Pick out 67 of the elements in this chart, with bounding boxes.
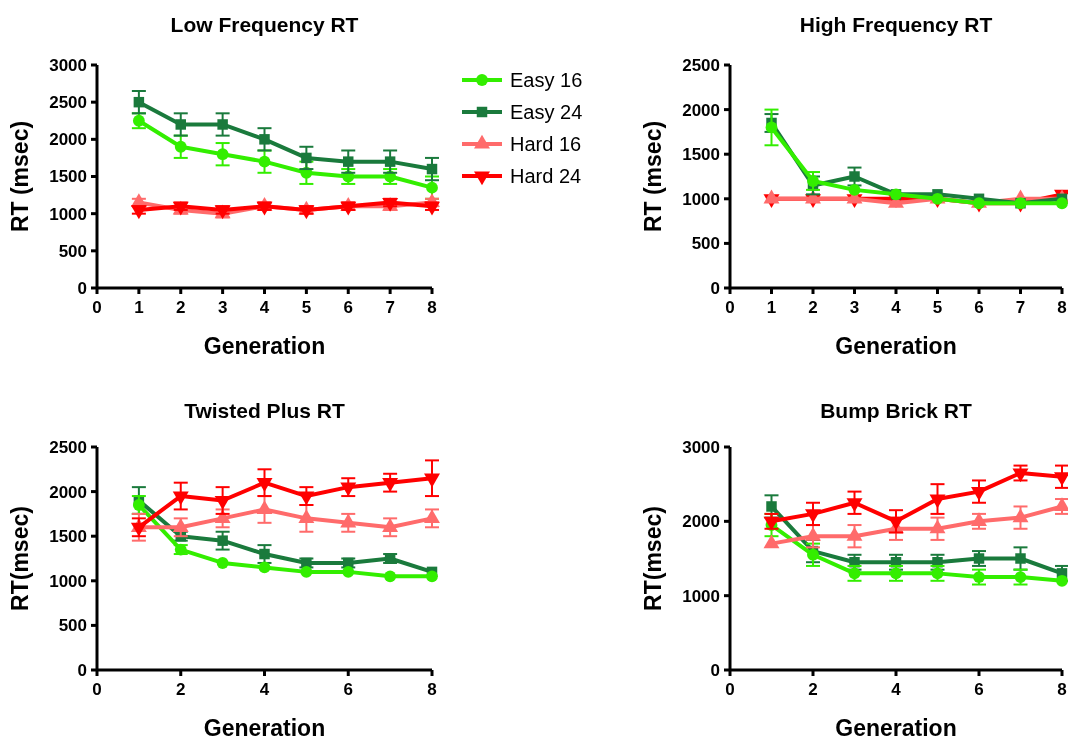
x-tick-label: 0 xyxy=(725,680,735,699)
x-tick-label: 8 xyxy=(427,298,437,317)
chart-title: High Frequency RT xyxy=(799,13,993,36)
x-axis-title: Generation xyxy=(835,715,957,741)
x-tick-label: 0 xyxy=(725,298,735,317)
x-tick-label: 0 xyxy=(92,298,102,317)
x-tick-label: 1 xyxy=(766,298,777,317)
y-tick-label: 1000 xyxy=(682,586,720,606)
x-tick-label: 8 xyxy=(1057,298,1067,317)
x-axis-title: Generation xyxy=(203,333,326,359)
x-tick-label: 3 xyxy=(849,298,860,317)
x-tick-label: 4 xyxy=(891,298,902,317)
x-axis-title: Generation xyxy=(835,333,957,359)
x-tick-label: 7 xyxy=(385,298,395,317)
y-tick-label: 2000 xyxy=(682,100,720,120)
y-tick-label: 1000 xyxy=(682,189,720,209)
x-tick-label: 2 xyxy=(176,680,186,699)
y-tick-label: 2000 xyxy=(49,130,87,150)
y-tick-label: 1000 xyxy=(49,204,87,224)
x-tick-label: 4 xyxy=(259,680,270,699)
y-axis-title: RT(msec) xyxy=(640,506,667,611)
y-tick-label: 1500 xyxy=(49,167,87,187)
x-tick-label: 1 xyxy=(134,298,144,317)
y-tick-label: 3000 xyxy=(49,55,87,75)
legend-label: Hard 16 xyxy=(510,133,582,155)
legend-label: Easy 24 xyxy=(510,101,583,123)
x-tick-label: 8 xyxy=(427,680,437,699)
y-tick-label: 3000 xyxy=(682,437,720,457)
x-tick-label: 6 xyxy=(974,680,984,699)
y-tick-label: 500 xyxy=(691,234,720,254)
chart-title: Bump Brick RT xyxy=(820,399,973,422)
y-tick-label: 0 xyxy=(77,278,87,298)
x-axis-title: Generation xyxy=(203,715,326,741)
x-tick-label: 6 xyxy=(343,680,353,699)
y-axis-title: RT(msec) xyxy=(7,506,34,611)
y-tick-label: 1500 xyxy=(49,527,87,547)
x-tick-label: 8 xyxy=(1057,680,1067,699)
x-tick-label: 4 xyxy=(259,298,270,317)
y-axis-title: RT (msec) xyxy=(640,120,667,233)
y-tick-label: 2000 xyxy=(682,512,720,532)
x-tick-label: 2 xyxy=(808,680,818,699)
x-tick-label: 6 xyxy=(343,298,353,317)
y-tick-label: 500 xyxy=(58,241,87,261)
y-tick-label: 2000 xyxy=(49,482,87,502)
chart-title: Twisted Plus RT xyxy=(184,399,345,422)
x-tick-label: 5 xyxy=(932,298,943,317)
y-tick-label: 0 xyxy=(77,660,87,680)
chart-title: Low Frequency RT xyxy=(170,13,359,36)
y-tick-label: 0 xyxy=(710,278,720,298)
y-axis-title: RT (msec) xyxy=(7,120,34,233)
x-tick-label: 5 xyxy=(301,298,312,317)
x-tick-label: 2 xyxy=(176,298,186,317)
y-tick-label: 1500 xyxy=(682,145,720,165)
x-tick-label: 4 xyxy=(891,680,902,699)
y-tick-label: 1000 xyxy=(49,571,87,591)
x-tick-label: 0 xyxy=(92,680,102,699)
x-tick-label: 2 xyxy=(808,298,818,317)
y-tick-label: 2500 xyxy=(682,55,720,75)
y-tick-label: 0 xyxy=(710,660,720,680)
x-tick-label: 7 xyxy=(1015,298,1026,317)
y-tick-label: 2500 xyxy=(49,437,87,457)
legend-label: Easy 16 xyxy=(510,69,583,91)
x-tick-label: 6 xyxy=(974,298,984,317)
x-tick-label: 3 xyxy=(217,298,228,317)
y-tick-label: 2500 xyxy=(49,93,87,113)
y-tick-label: 500 xyxy=(58,616,87,636)
legend-label: Hard 24 xyxy=(510,165,582,187)
